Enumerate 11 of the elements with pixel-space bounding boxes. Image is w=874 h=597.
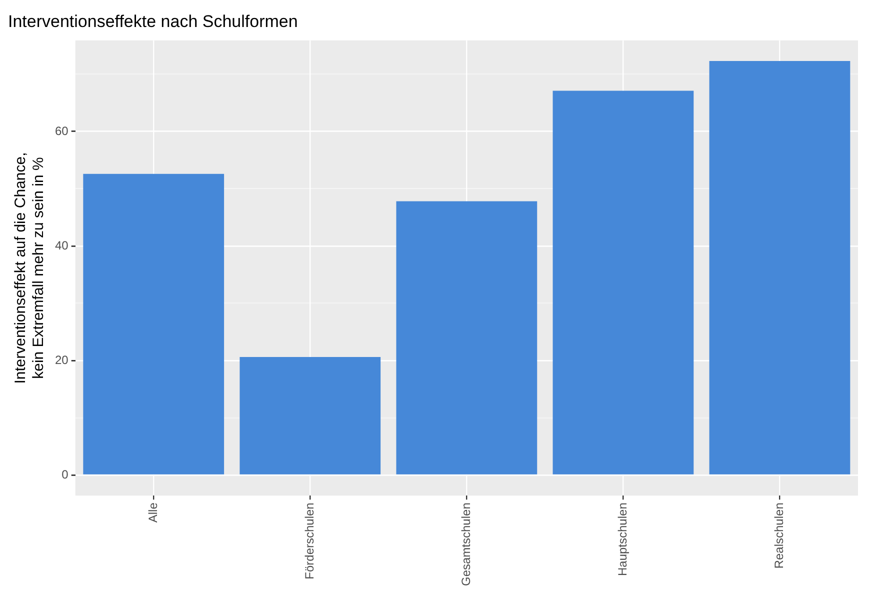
chart-title: Interventionseffekte nach Schulformen: [8, 12, 298, 31]
x-tick-label: Hauptschulen: [616, 502, 630, 576]
x-tick-label: Gesamtschulen: [458, 502, 473, 586]
x-tick-label: Realschulen: [772, 502, 786, 569]
y-tick-label: 60: [54, 124, 69, 138]
y-axis-title: Interventionseffekt auf die Chance, kein Extremfall mehr zu sein in %: [12, 152, 48, 384]
y-tick-label: 40: [54, 238, 69, 252]
x-tick-label: Förderschulen: [302, 502, 316, 580]
x-tick-label: Alle: [146, 502, 160, 523]
y-tick-label: 0: [62, 467, 69, 482]
y-tick-label: 20: [54, 352, 69, 367]
